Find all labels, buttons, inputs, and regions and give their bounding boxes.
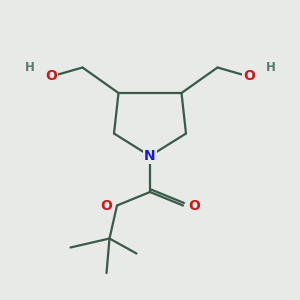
Text: O: O <box>243 70 255 83</box>
Text: H: H <box>266 61 275 74</box>
Text: O: O <box>188 199 200 212</box>
Text: O: O <box>100 199 112 212</box>
Text: H: H <box>25 61 34 74</box>
Text: N: N <box>144 149 156 163</box>
Text: O: O <box>45 70 57 83</box>
